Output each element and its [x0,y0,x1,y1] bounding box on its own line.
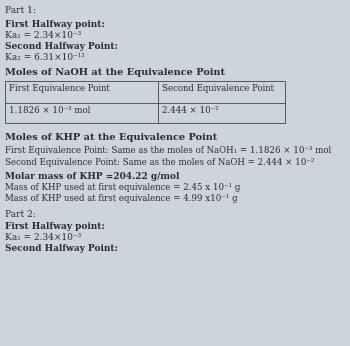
Text: 1.1826 × 10⁻³ mol: 1.1826 × 10⁻³ mol [9,106,90,115]
Text: Second Halfway Point:: Second Halfway Point: [5,42,118,51]
Text: Ka₁ = 2.34×10⁻³: Ka₁ = 2.34×10⁻³ [5,31,81,40]
Text: First Equivalence Point: Same as the moles of NaOH₁ = 1.1826 × 10⁻³ mol: First Equivalence Point: Same as the mol… [5,146,331,155]
Text: Second Equivalence Point: Second Equivalence Point [162,84,274,93]
Text: Mass of KHP used at first equivalence = 4.99 x10⁻¹ g: Mass of KHP used at first equivalence = … [5,194,238,203]
Text: Ka₂ = 6.31×10⁻¹¹: Ka₂ = 6.31×10⁻¹¹ [5,53,85,62]
Text: Second Halfway Point:: Second Halfway Point: [5,244,118,253]
Text: Ka₁ = 2.34×10⁻³: Ka₁ = 2.34×10⁻³ [5,233,81,242]
Text: 2.444 × 10⁻²: 2.444 × 10⁻² [162,106,219,115]
Text: Part 1:: Part 1: [5,6,36,15]
Text: First Halfway point:: First Halfway point: [5,222,105,231]
Text: Mass of KHP used at first equivalence = 2.45 x 10⁻¹ g: Mass of KHP used at first equivalence = … [5,183,240,192]
Text: Moles of NaOH at the Equivalence Point: Moles of NaOH at the Equivalence Point [5,68,225,77]
Bar [5,81,285,123]
Text: Moles of KHP at the Equivalence Point: Moles of KHP at the Equivalence Point [5,133,217,142]
Text: Second Equivalence Point: Same as the moles of NaOH = 2.444 × 10⁻²: Second Equivalence Point: Same as the mo… [5,158,314,167]
Text: Molar mass of KHP =204.22 g/mol: Molar mass of KHP =204.22 g/mol [5,172,179,181]
Text: First Halfway point:: First Halfway point: [5,20,105,29]
Text: Part 2:: Part 2: [5,210,36,219]
Text: First Equivalence Point: First Equivalence Point [9,84,110,93]
